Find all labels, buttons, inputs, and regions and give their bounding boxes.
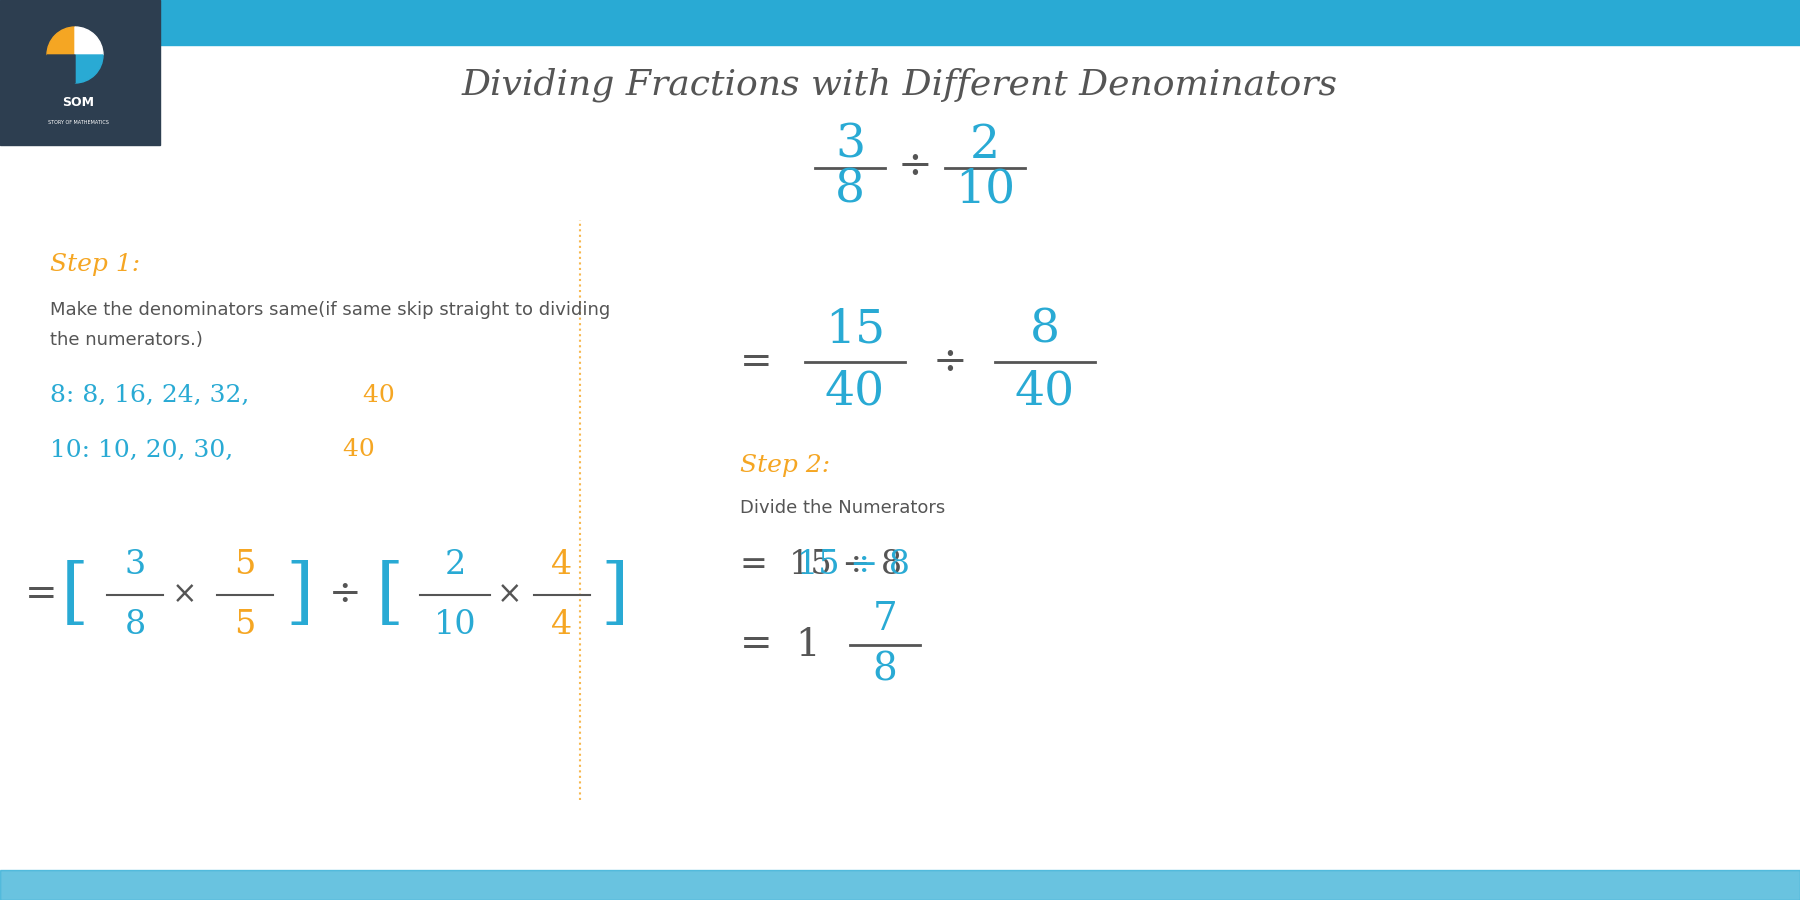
Text: =: = [740,344,772,381]
Text: 8: 8 [835,167,866,212]
Text: STORY OF MATHEMATICS: STORY OF MATHEMATICS [47,120,108,124]
Text: ÷: ÷ [329,577,362,614]
Text: 2: 2 [970,122,1001,167]
Text: =: = [740,626,772,663]
Text: ×: × [173,580,198,610]
FancyBboxPatch shape [0,870,1800,900]
Text: 40: 40 [824,369,886,415]
Text: 8: 8 [124,609,146,641]
Text: 10: 10, 20, 30,: 10: 10, 20, 30, [50,438,234,462]
Wedge shape [76,27,103,55]
Text: Divide the Numerators: Divide the Numerators [740,499,945,517]
Wedge shape [47,27,76,55]
Text: 15 ÷ 8: 15 ÷ 8 [797,549,911,581]
Text: 10: 10 [956,167,1015,212]
Wedge shape [47,55,76,83]
Text: 7: 7 [873,601,898,638]
Text: 4: 4 [551,609,572,641]
Text: 3: 3 [835,122,866,167]
Text: 40: 40 [355,383,394,407]
FancyBboxPatch shape [0,0,160,145]
Text: 40: 40 [1015,369,1075,415]
Text: 8: 8 [873,652,898,688]
Text: =: = [25,577,58,614]
Text: ×: × [497,580,522,610]
Text: 10: 10 [434,609,477,641]
Text: [: [ [376,560,405,630]
Text: 2: 2 [445,549,466,581]
Text: ÷: ÷ [932,341,967,383]
Text: Step 2:: Step 2: [740,454,830,476]
Text: 1: 1 [796,626,819,663]
Text: Step 1:: Step 1: [50,254,140,276]
Text: 4: 4 [551,549,572,581]
Text: ]: ] [286,560,315,630]
Text: 5: 5 [234,549,256,581]
Wedge shape [76,55,103,83]
Text: [: [ [61,560,90,630]
Text: 3: 3 [124,549,146,581]
Text: SOM: SOM [61,95,94,109]
Text: 40: 40 [335,438,374,462]
Text: =  15 ÷ 8: = 15 ÷ 8 [740,549,902,581]
Text: 8: 8, 16, 24, 32,: 8: 8, 16, 24, 32, [50,383,250,407]
Text: 8: 8 [1030,308,1060,353]
Text: 15: 15 [824,308,886,353]
Text: Dividing Fractions with Different Denominators: Dividing Fractions with Different Denomi… [463,68,1337,103]
FancyBboxPatch shape [0,0,1800,45]
Text: ]: ] [601,560,630,630]
Text: 5: 5 [234,609,256,641]
Text: Make the denominators same(if same skip straight to dividing: Make the denominators same(if same skip … [50,301,610,319]
Text: ÷: ÷ [898,145,932,187]
Text: the numerators.): the numerators.) [50,331,203,349]
